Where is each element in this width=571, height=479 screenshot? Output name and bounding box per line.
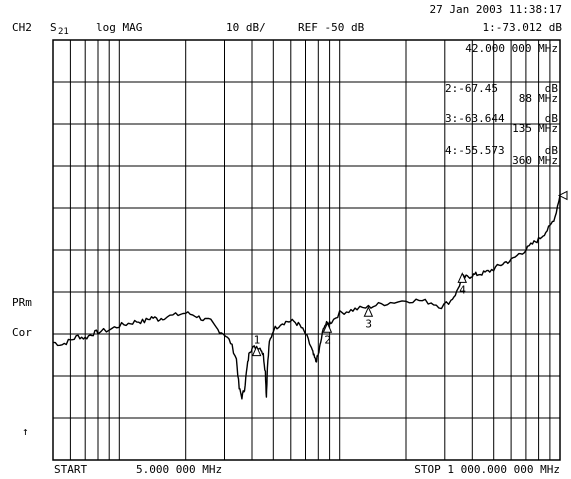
- start-frequency: 5.000 000 MHz: [136, 463, 222, 476]
- cor-annotation: Cor: [12, 326, 32, 339]
- ref-label: REF -50 dB: [298, 21, 365, 34]
- marker4-frequency: 360: [512, 154, 532, 167]
- marker-2-label: 2: [324, 333, 331, 346]
- marker4-unit-db: dB: [545, 144, 559, 157]
- stop-frequency: STOP 1 000.000 000 MHz: [414, 463, 560, 476]
- marker1-frequency: 42.000 000 MHz: [465, 42, 558, 55]
- marker4-unit-mhz: MHz: [538, 154, 558, 167]
- marker-1-icon: [251, 345, 262, 357]
- marker4-readout: 4:-55.573: [445, 144, 505, 157]
- prm-annotation: PRm: [12, 296, 32, 309]
- param-main: S: [50, 21, 57, 34]
- channel-label: CH2: [12, 21, 32, 34]
- marker-3-label: 3: [365, 317, 372, 330]
- active-marker-readout: 1:-73.012 dB: [483, 21, 563, 34]
- marker3-unit-mhz: MHz: [538, 122, 558, 135]
- marker2-readout: 2:-67.45: [445, 82, 498, 95]
- format-label: log MAG: [96, 21, 142, 34]
- marker2-unit-mhz: MHz: [538, 92, 558, 105]
- marker-4-icon: [457, 272, 468, 283]
- marker2-frequency: 88: [519, 92, 532, 105]
- marker2-unit-db: dB: [545, 82, 559, 95]
- start-label: START: [54, 463, 87, 476]
- trace-markers: 1 2 3 4: [251, 272, 468, 357]
- marker3-readout: 3:-63.644: [445, 112, 505, 125]
- param-sub: 21: [58, 27, 69, 37]
- arrow-up-icon: ↑: [22, 425, 29, 438]
- marker-3-icon: [363, 306, 374, 317]
- plot-grid: [53, 40, 560, 460]
- s21-trace: [52, 195, 561, 400]
- marker-2-icon: [322, 322, 333, 333]
- scale-label: 10 dB/: [226, 21, 266, 34]
- marker3-unit-db: dB: [545, 112, 559, 125]
- datetime: 27 Jan 2003 11:38:17: [430, 3, 562, 16]
- marker-1-label: 1: [254, 334, 261, 347]
- marker-4-label: 4: [459, 283, 466, 296]
- reference-level-icon: [557, 190, 568, 201]
- marker3-frequency: 135: [512, 122, 532, 135]
